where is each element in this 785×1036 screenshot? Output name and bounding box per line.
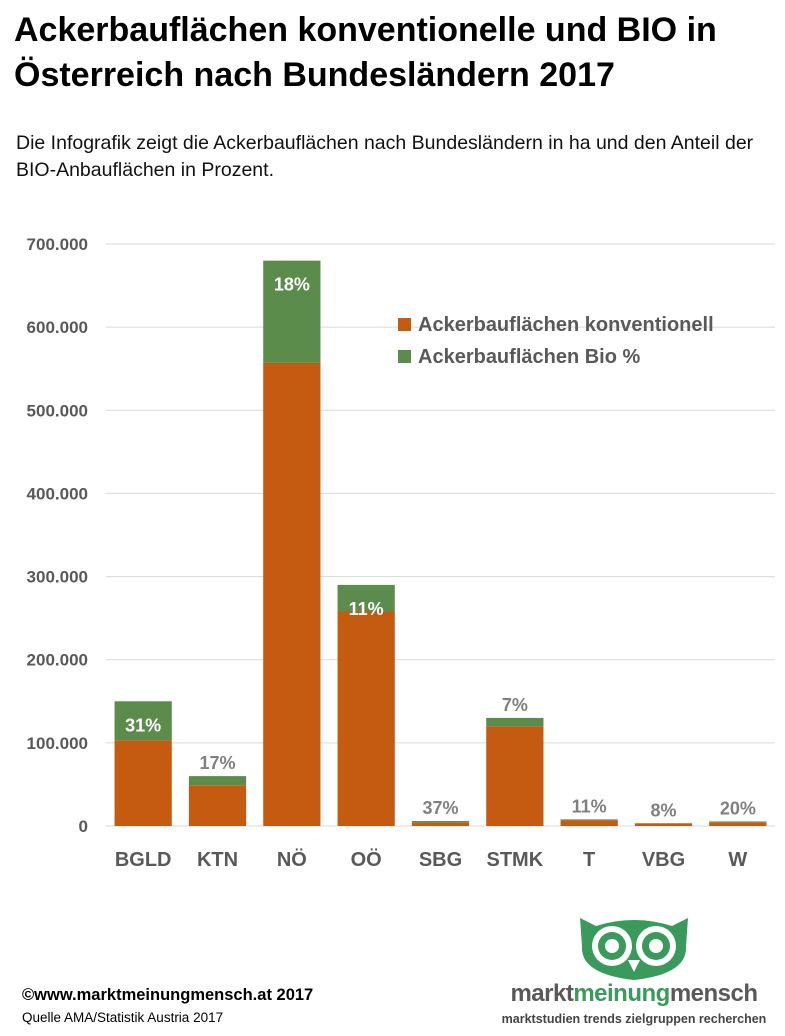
legend-label: Ackerbauflächen konventionell [418,314,714,336]
bar-sbg-konventionell [411,822,470,826]
y-tick-label: 600.000 [27,318,88,337]
footer-source: Quelle AMA/Statistik Austria 2017 [22,1010,224,1025]
data-label-bgld: 31% [125,715,161,735]
bar-ktn-bio [188,776,247,786]
y-tick-label: 500.000 [27,401,88,420]
y-tick-label: 400.000 [27,484,88,503]
x-tick-label: VBG [642,849,685,871]
legend-swatch [398,318,411,331]
data-label-nö: 18% [274,275,310,295]
bar-w-bio [709,821,767,823]
stacked-bar-chart: 0 100.000 200.000 300.000 400.000 500.000 600.… [27,235,775,871]
chart-title: Ackerbauflächen konventionelle und BIO i… [14,11,717,94]
y-tick-label: 0 [79,817,88,836]
y-axis: 0 100.000 200.000 300.000 400.000 500.000 600.… [27,235,88,836]
bar-w-konventionell [709,822,767,826]
x-tick-label: T [583,849,595,871]
bar-nö-konventionell [263,362,321,826]
data-label-w: 20% [720,798,756,818]
legend-label: Ackerbauflächen Bio % [418,346,641,368]
data-label-sbg: 37% [422,798,458,818]
bar-vbg-konventionell [634,823,693,826]
bar-stmk-bio [486,717,544,727]
y-tick-label: 700.000 [27,235,88,254]
brand-name: marktmeinungmensch [486,980,782,1008]
chart-subtitle: Die Infografik zeigt die Ackerbauflächen… [16,132,754,181]
x-tick-label: SBG [419,849,462,871]
x-tick-label: BGLD [115,849,172,871]
y-tick-label: 100.000 [27,734,88,753]
bar-oö-konventionell [337,611,395,826]
bar-ktn-konventionell [188,785,247,826]
bar-sbg-bio [411,821,470,823]
data-label-oö: 11% [349,599,384,619]
x-tick-label: NÖ [277,848,307,871]
bar-nö-bio [263,260,321,363]
x-axis: BGLD KTN NÖ OÖ SBG STMK T VBG W [115,848,748,871]
brand-tagline: marktstudien trends zielgruppen recherch… [501,1012,767,1026]
x-tick-label: W [728,849,747,871]
owl-logo-icon [580,918,688,980]
x-tick-label: STMK [486,849,543,871]
gridlines [106,243,775,827]
footer-website: ©www.marktmeinungmensch.at 2017 [22,986,314,1004]
bar-bgld-konventionell [114,740,172,826]
y-tick-label: 200.000 [27,651,88,670]
bar-t-bio [560,819,618,821]
bar-bgld-bio [114,701,172,741]
data-label-stmk: 7% [502,695,528,715]
bar-t-konventionell [560,820,618,826]
data-label-ktn: 17% [199,753,235,773]
bar-stmk-konventionell [486,726,544,826]
brand-part-meinung: meinung [573,980,670,1007]
bar-oö-bio [337,584,395,612]
y-tick-label: 300.000 [27,568,88,587]
x-tick-label: KTN [197,849,238,871]
brand-part-mensch: mensch [669,980,758,1007]
data-label-t: 11% [572,796,607,816]
x-tick-label: OÖ [351,848,382,871]
bars [114,260,767,826]
data-labels: 31% 17% 18% 11% 37% 7% 11% 8% 20% [125,275,756,821]
legend: Ackerbauflächen konventionell Ackerbauflä… [398,314,714,368]
brand-part-markt: markt [510,980,574,1007]
legend-swatch [398,350,411,363]
company-logo: marktmeinungmensch marktstudien trends z… [486,912,782,1032]
data-label-vbg: 8% [650,800,676,820]
